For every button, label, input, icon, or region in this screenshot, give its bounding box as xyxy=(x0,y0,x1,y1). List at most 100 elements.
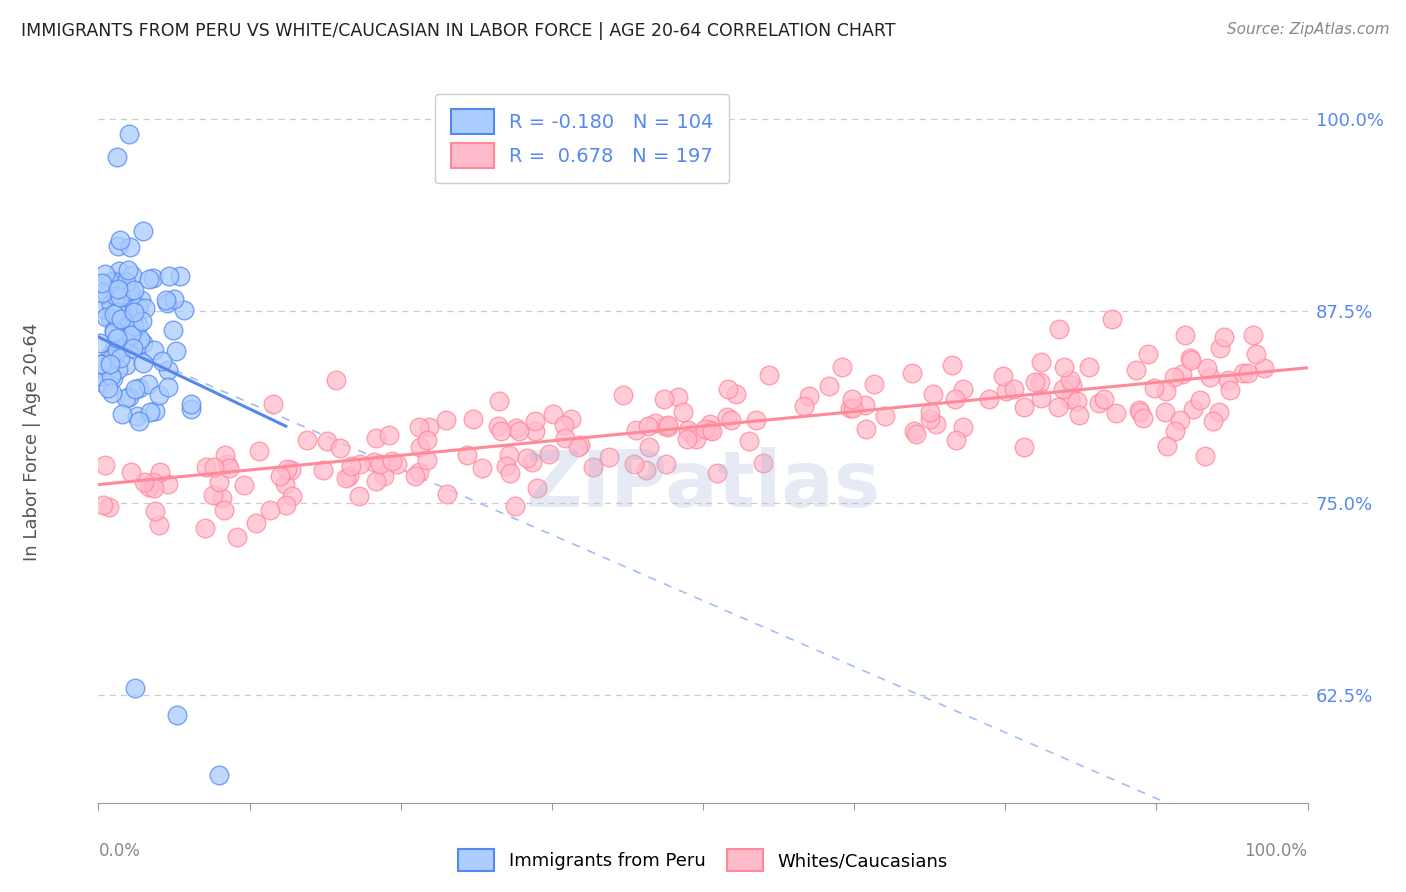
Point xyxy=(142,475,165,489)
Point xyxy=(218,460,240,475)
Point xyxy=(977,392,1000,407)
Point xyxy=(128,414,150,428)
Point xyxy=(131,314,153,328)
Point xyxy=(115,332,138,346)
Point xyxy=(1029,375,1052,389)
Point xyxy=(1132,410,1154,425)
Point xyxy=(582,459,605,474)
Point xyxy=(89,335,111,350)
Point xyxy=(128,337,150,351)
Point xyxy=(169,268,191,283)
Point xyxy=(138,405,160,419)
Point xyxy=(132,356,155,370)
Point xyxy=(1046,400,1069,414)
Point xyxy=(1244,347,1267,361)
Point xyxy=(114,391,136,405)
Point xyxy=(91,285,114,300)
Point xyxy=(148,388,170,402)
Point xyxy=(211,491,233,505)
Point xyxy=(638,440,661,454)
Point xyxy=(128,381,150,395)
Point xyxy=(108,351,131,366)
Point xyxy=(149,465,172,479)
Point xyxy=(522,455,544,469)
Point xyxy=(873,409,896,423)
Point xyxy=(142,270,165,285)
Point xyxy=(335,471,357,485)
Point xyxy=(138,272,160,286)
Point xyxy=(538,447,561,461)
Point xyxy=(1066,394,1088,409)
Point xyxy=(1202,414,1225,428)
Point xyxy=(89,368,111,383)
Point xyxy=(98,348,121,362)
Point xyxy=(94,310,117,325)
Point xyxy=(1002,382,1025,396)
Point xyxy=(105,331,128,345)
Point xyxy=(636,463,658,477)
Point xyxy=(103,326,125,340)
Point xyxy=(337,469,360,483)
Point xyxy=(93,267,115,281)
Point xyxy=(702,424,724,438)
Point xyxy=(415,453,437,467)
Point xyxy=(498,448,520,462)
Point xyxy=(157,380,180,394)
Point xyxy=(232,478,254,492)
Point xyxy=(118,240,141,254)
Point xyxy=(654,419,676,434)
Point xyxy=(675,432,697,446)
Point xyxy=(839,401,862,416)
Point xyxy=(598,450,620,465)
Point xyxy=(100,352,122,367)
Point xyxy=(418,420,440,434)
Point xyxy=(1059,392,1081,406)
Point xyxy=(156,296,179,310)
Point xyxy=(90,357,112,371)
Point xyxy=(1218,373,1240,387)
Point xyxy=(799,389,821,403)
Point xyxy=(569,438,592,452)
Legend: Immigrants from Peru, Whites/Caucasians: Immigrants from Peru, Whites/Caucasians xyxy=(451,842,955,879)
Point xyxy=(553,417,575,432)
Point xyxy=(162,323,184,337)
Point xyxy=(1219,383,1241,397)
Point xyxy=(274,498,297,512)
Point xyxy=(623,457,645,471)
Point xyxy=(259,503,281,517)
Point xyxy=(103,274,125,288)
Point xyxy=(180,401,202,416)
Point xyxy=(349,489,371,503)
Point xyxy=(415,433,437,447)
Point xyxy=(1197,360,1219,375)
Point xyxy=(98,275,121,289)
Point xyxy=(524,424,547,438)
Point xyxy=(381,454,404,468)
Point xyxy=(165,343,187,358)
Point xyxy=(668,390,690,404)
Point xyxy=(676,423,699,437)
Point xyxy=(1059,373,1081,387)
Point xyxy=(110,312,132,326)
Point xyxy=(612,388,634,402)
Point xyxy=(1232,367,1254,381)
Point xyxy=(155,293,177,308)
Point xyxy=(941,359,963,373)
Point xyxy=(699,417,721,431)
Point xyxy=(456,448,478,462)
Point xyxy=(724,387,747,401)
Point xyxy=(901,366,924,380)
Point xyxy=(104,349,127,363)
Point xyxy=(349,457,371,471)
Point xyxy=(89,357,111,371)
Point xyxy=(1178,351,1201,365)
Point xyxy=(1012,440,1035,454)
Point xyxy=(120,328,142,343)
Point xyxy=(1101,312,1123,326)
Point xyxy=(652,392,675,406)
Point xyxy=(105,305,128,319)
Point xyxy=(685,432,707,446)
Point xyxy=(245,516,267,530)
Point xyxy=(97,381,120,395)
Point xyxy=(693,421,716,435)
